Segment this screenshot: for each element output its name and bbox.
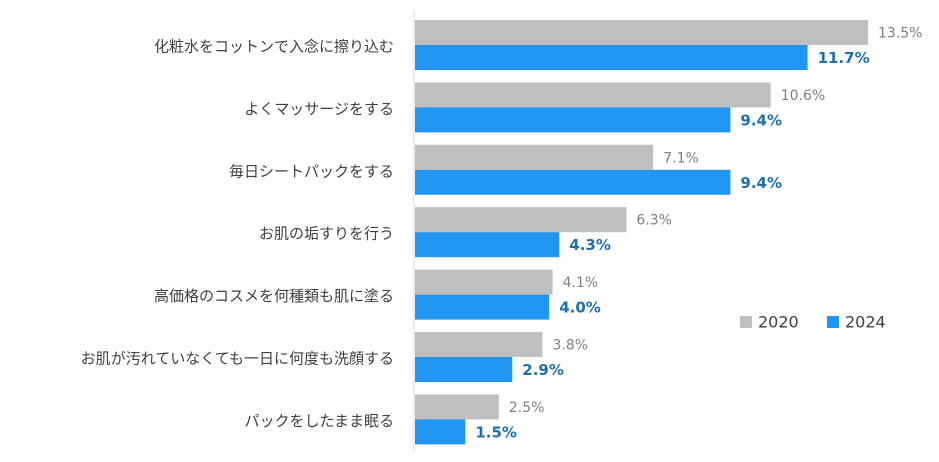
data-label-2024: 9.4%: [740, 174, 782, 192]
data-label-2020: 6.3%: [636, 213, 672, 229]
bar-2020: [415, 394, 499, 420]
data-label-2020: 3.8%: [553, 338, 589, 354]
category-label: よくマッサージをする: [244, 100, 394, 118]
category-label: お肌の垢すりを行う: [259, 225, 394, 243]
legend-label-2020: 2020: [758, 313, 799, 332]
category-label: パックをしたまま眠る: [244, 412, 394, 430]
data-label-2024: 9.4%: [740, 111, 782, 129]
bar-2024: [415, 357, 513, 382]
bar-2020: [415, 269, 553, 295]
legend-swatch-2020: [740, 316, 752, 328]
bar-2020: [415, 144, 654, 170]
category-label: 化粧水をコットンで入念に擦り込む: [154, 38, 394, 56]
legend-swatch-2024: [827, 316, 839, 328]
legend: 2020 2024: [740, 313, 886, 332]
bar-2024: [415, 232, 560, 258]
bar-2024: [415, 169, 731, 195]
data-label-2020: 4.1%: [563, 275, 599, 291]
bar-2024: [415, 419, 466, 445]
bar-2024: [415, 107, 731, 133]
data-label-2020: 10.6%: [781, 88, 825, 104]
bars-group: [415, 20, 868, 445]
data-label-2024: 4.0%: [559, 299, 601, 317]
bar-2020: [415, 332, 543, 357]
data-label-2020: 13.5%: [878, 26, 922, 42]
bar-2024: [415, 294, 550, 320]
bar-2020: [415, 20, 868, 45]
category-label: お肌が汚れていなくても一日に何度も洗顔する: [81, 350, 394, 368]
data-label-2024: 1.5%: [475, 423, 517, 441]
legend-label-2024: 2024: [845, 313, 886, 332]
data-label-2020: 7.1%: [663, 150, 699, 166]
bar-2020: [415, 82, 771, 108]
category-label: 毎日シートパックをする: [229, 162, 394, 180]
data-label-2024: 4.3%: [569, 236, 611, 254]
bar-2024: [415, 45, 808, 70]
data-label-2024: 2.9%: [522, 361, 564, 379]
category-label: 高価格のコスメを何種類も肌に塗る: [154, 287, 394, 305]
data-label-2024: 11.7%: [818, 49, 870, 67]
data-label-2020: 2.5%: [509, 400, 545, 416]
bar-2020: [415, 207, 627, 233]
labels-group: 化粧水をコットンで入念に擦り込む 13.5% 11.7% よくマッサージをする 10.6…: [81, 26, 923, 442]
